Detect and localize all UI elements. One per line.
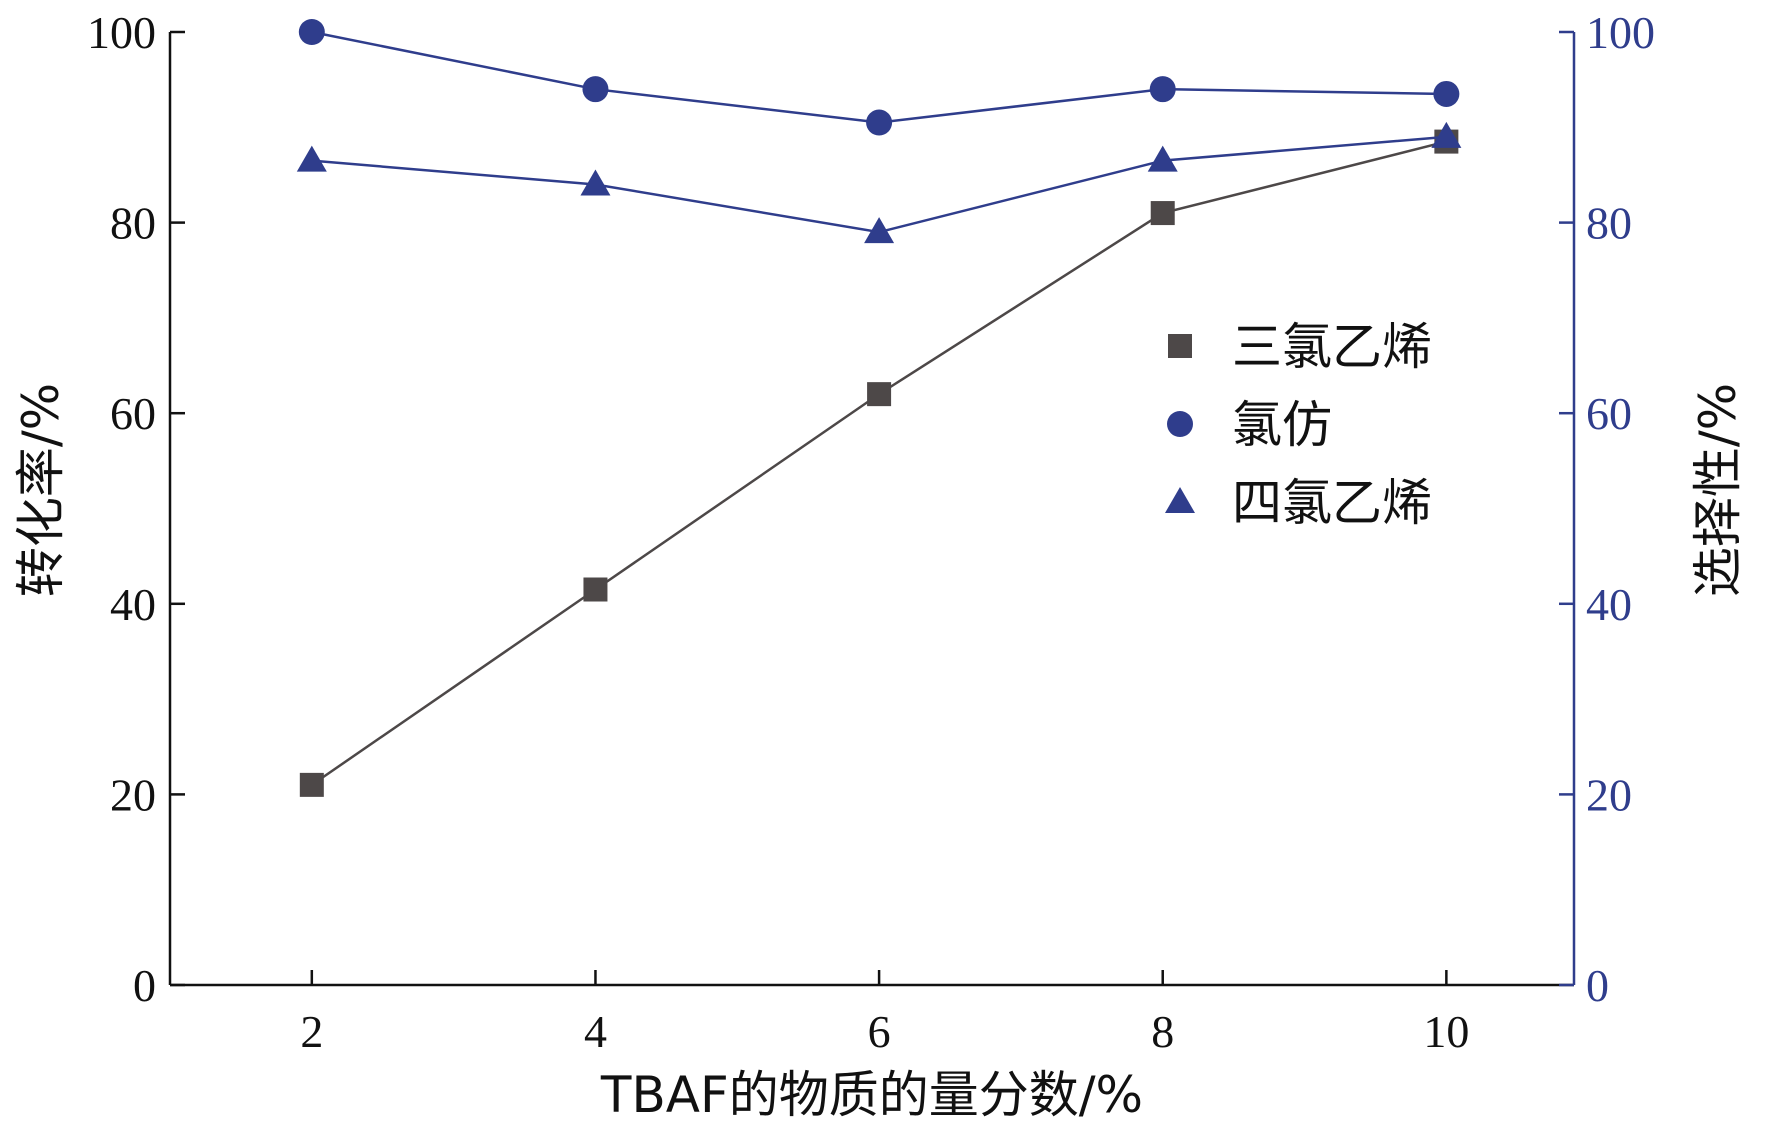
y-tick-label-left: 100 — [87, 7, 156, 58]
series-line-circle — [311, 30, 1447, 124]
y-tick-label-right: 0 — [1586, 960, 1609, 1011]
legend-label: 四氯乙烯 — [1232, 474, 1432, 532]
data-point-triangle — [1431, 121, 1462, 148]
data-point-square — [299, 772, 324, 797]
y-tick-label-right: 100 — [1586, 7, 1655, 58]
y-tick-label-right: 40 — [1586, 579, 1632, 630]
data-point-circle — [1149, 76, 1176, 103]
x-axis-title: TBAF的物质的量分数/% — [600, 1066, 1143, 1124]
legend-label: 三氯乙烯 — [1232, 318, 1432, 376]
legend-label: 氯仿 — [1232, 396, 1332, 454]
data-point-circle — [1433, 80, 1460, 107]
data-point-triangle — [580, 169, 611, 196]
y-tick-label-left: 20 — [110, 769, 156, 820]
series-layer — [296, 19, 1462, 797]
x-tick-label: 10 — [1423, 1006, 1469, 1057]
y-axis-title-left: 转化率/% — [12, 383, 70, 597]
y-tick-label-left: 80 — [110, 198, 156, 249]
y-tick-label-right: 60 — [1586, 388, 1632, 439]
y-tick-label-left: 60 — [110, 388, 156, 439]
data-point-triangle — [296, 145, 327, 172]
y-tick-label-right: 20 — [1586, 769, 1632, 820]
y-tick-label-left: 40 — [110, 579, 156, 630]
x-tick-label: 6 — [868, 1006, 891, 1057]
x-tick-label: 4 — [584, 1006, 607, 1057]
data-point-circle — [866, 109, 893, 136]
data-point-circle — [582, 76, 609, 103]
data-point-circle — [298, 19, 325, 45]
data-point-square — [867, 382, 892, 407]
y-tick-label-left: 0 — [133, 960, 156, 1011]
legend-marker-triangle — [1165, 487, 1195, 513]
data-point-triangle — [1147, 145, 1178, 172]
x-tick-label: 2 — [300, 1006, 323, 1057]
legend-marker-circle — [1167, 411, 1193, 437]
x-tick-label: 8 — [1151, 1006, 1174, 1057]
data-point-square — [583, 577, 608, 602]
data-point-triangle — [864, 217, 895, 244]
data-point-square — [1150, 201, 1175, 226]
y-tick-label-right: 80 — [1586, 198, 1632, 249]
y-axis-title-right: 选择性/% — [1689, 383, 1747, 597]
legend-marker-square — [1168, 334, 1192, 358]
